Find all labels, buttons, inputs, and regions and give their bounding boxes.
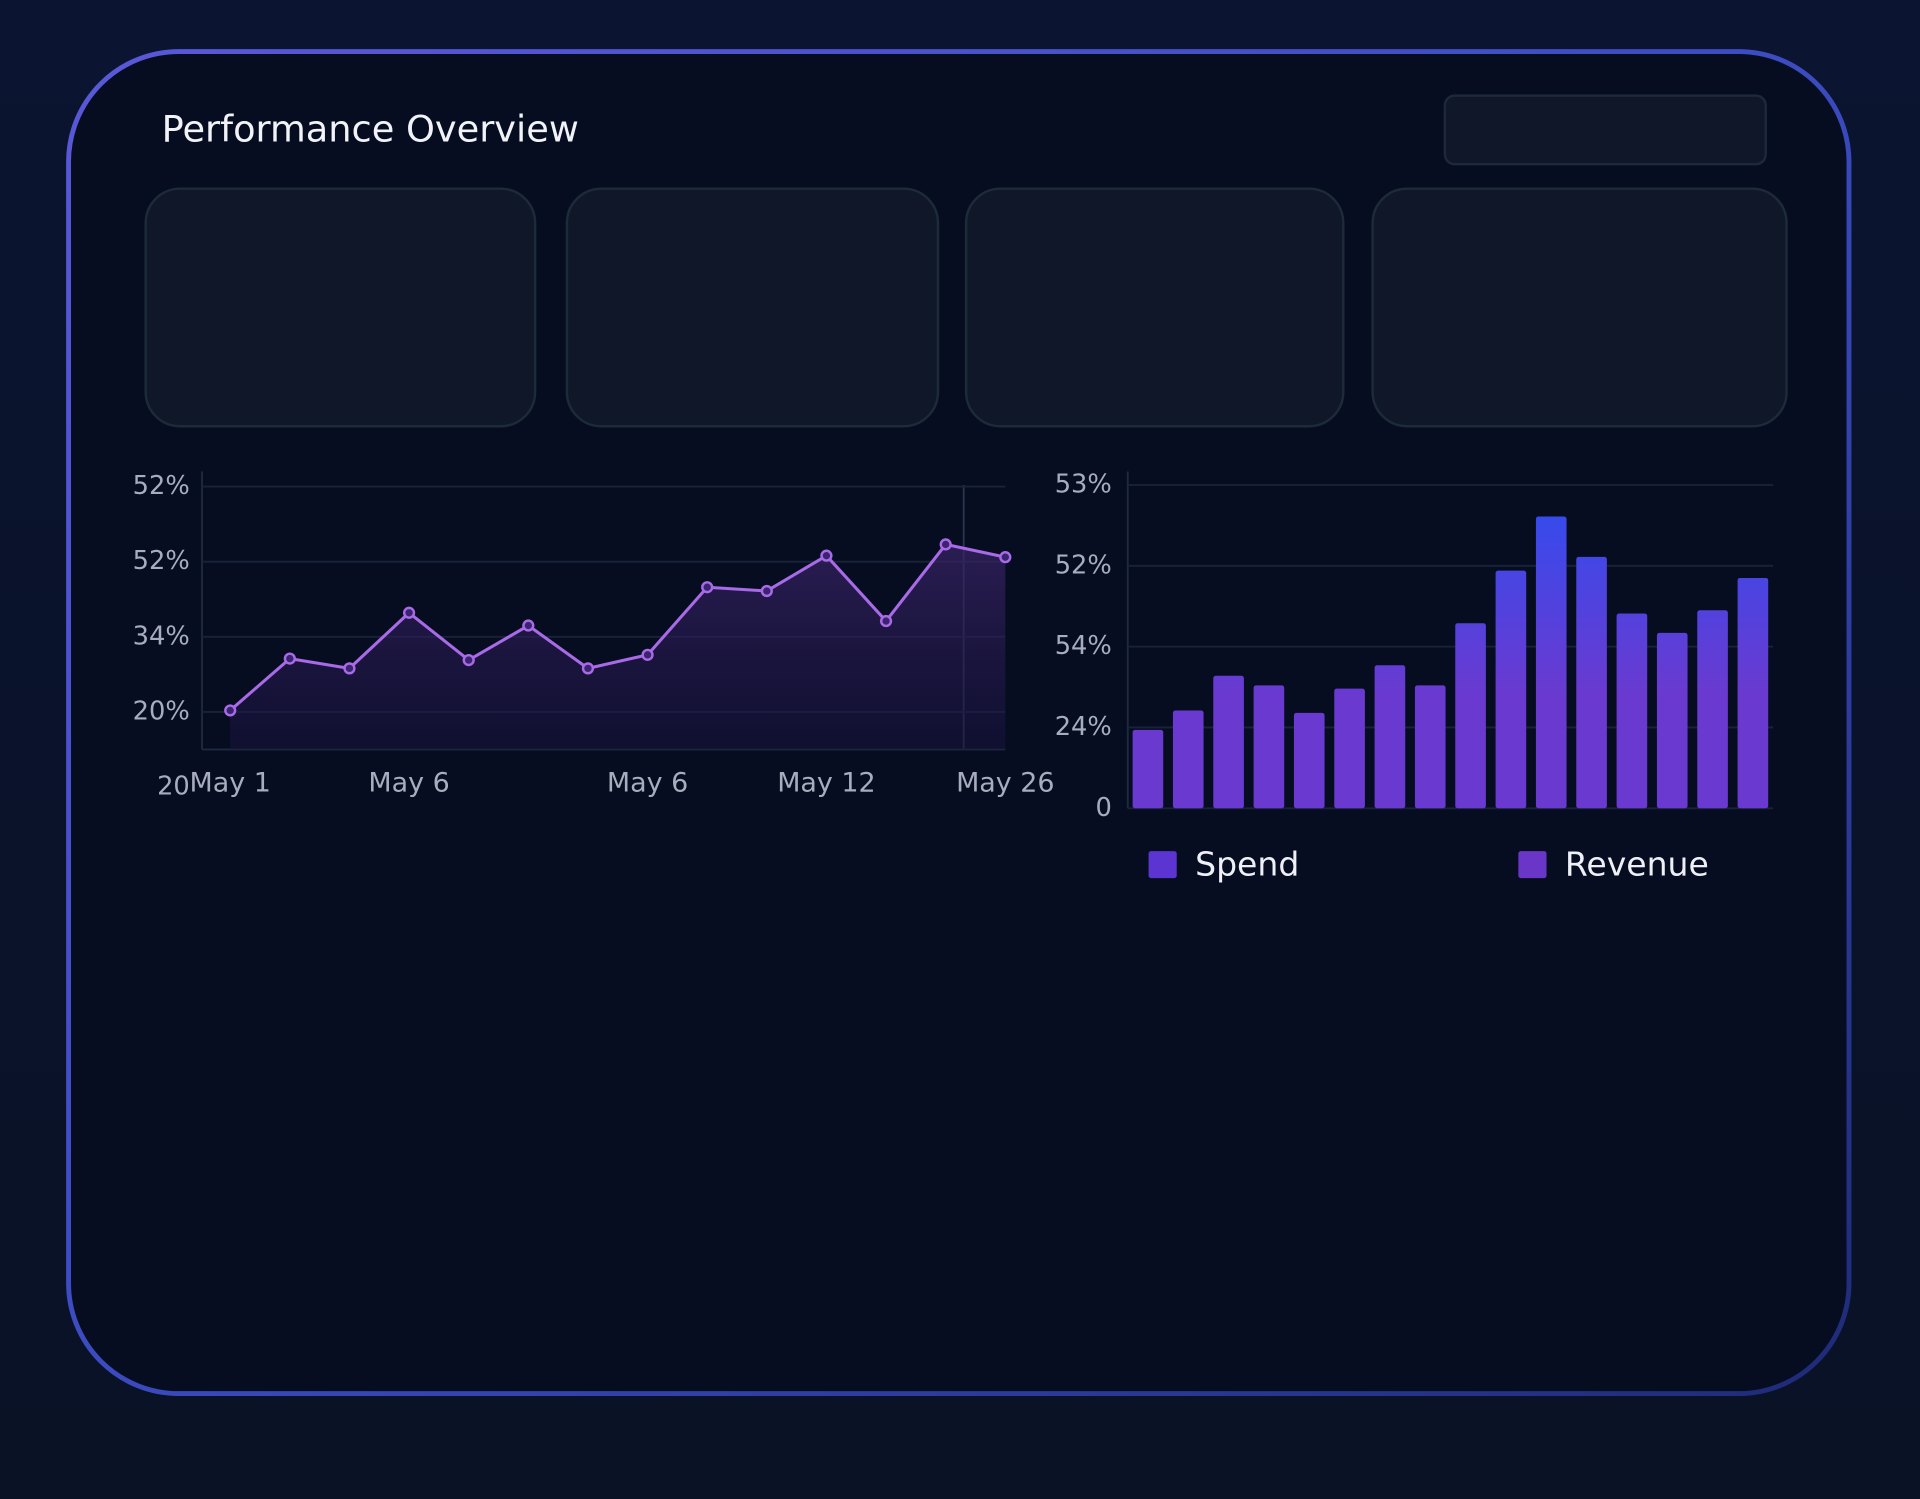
line-point [999,551,1012,564]
y-tick-label: 34% [133,621,190,651]
bar [1616,613,1648,809]
x-tick-label: May 6 [368,767,449,798]
kpi-card [565,187,940,428]
line-point [343,662,356,675]
bar [1697,610,1728,809]
line-point [820,549,833,562]
line-series [229,542,1006,712]
legend-swatch [1148,851,1177,879]
kpi-card [144,187,537,428]
page-title: Performance Overview [162,108,579,151]
legend-label: Revenue [1565,844,1709,883]
line-point [462,653,475,667]
bar [1656,632,1688,809]
y-tick-label: 52% [133,471,190,501]
y-tick-label: 24% [1055,712,1112,742]
bar [1455,623,1486,809]
kpi-card [964,187,1345,428]
line-point [283,652,296,665]
bar [1293,712,1325,809]
line-point [581,662,595,675]
kpi-card [1371,187,1788,428]
bar [1576,556,1607,809]
legend-swatch [1518,851,1547,879]
x-tick-label: May 1 [190,767,271,798]
line-point [701,581,714,594]
bar [1172,710,1204,809]
y-tick-label: 0 [1095,793,1111,823]
bar [1334,688,1365,809]
line-point [402,606,416,619]
bar [1495,570,1527,809]
line-point [522,619,535,632]
y-tick-label: 20% [133,696,190,726]
bar [1737,577,1769,809]
line-point [760,584,773,598]
legend-label: Spend [1195,844,1299,883]
bar [1535,516,1567,809]
bar [1132,729,1164,809]
y-tick-label: 54% [1055,631,1112,661]
line-area [230,544,1006,750]
x-tick-label: May 26 [956,767,1054,798]
y-tick-label: 53% [1055,470,1112,500]
control-button[interactable] [1443,94,1767,166]
y-tick-label: 52% [1055,550,1112,580]
y-tick-label: 20 [157,772,190,802]
line-point [879,614,893,628]
line-point [641,648,654,661]
line-point [939,538,952,551]
x-tick-label: May 12 [777,767,875,798]
line-point [224,704,237,717]
bar [1213,675,1244,809]
bar [1414,685,1446,809]
x-tick-label: May 6 [607,767,688,798]
bar [1253,685,1285,809]
y-tick-label: 52% [133,546,190,576]
bar [1374,665,1406,809]
